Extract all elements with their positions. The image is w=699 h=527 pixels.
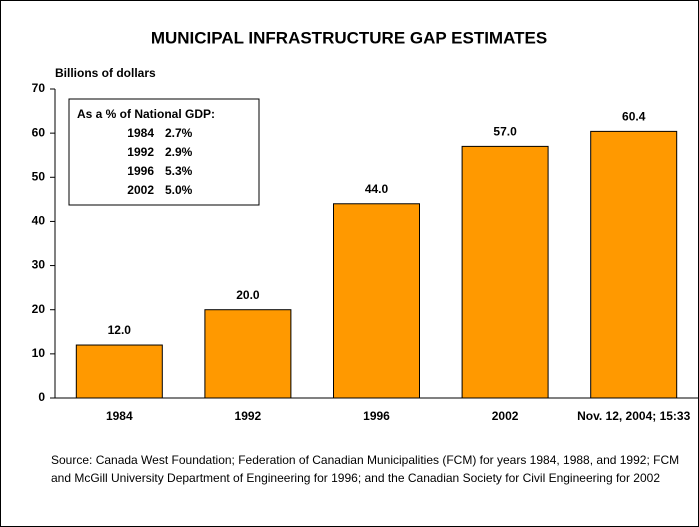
bar (204, 309, 292, 399)
y-tick-label: 0 (38, 390, 45, 404)
bar (75, 344, 163, 399)
y-tick-label: 30 (32, 258, 46, 272)
value-label: 20.0 (236, 288, 260, 302)
inset-value: 5.0% (165, 183, 193, 197)
inset-year: 2002 (127, 183, 154, 197)
x-tick-label: 1996 (363, 409, 390, 423)
value-label: 60.4 (622, 110, 646, 124)
value-label: 44.0 (365, 182, 389, 196)
inset-year: 1984 (127, 126, 154, 140)
y-tick-label: 50 (32, 169, 46, 183)
y-tick-label: 60 (32, 125, 46, 139)
bar (333, 203, 420, 399)
y-tick-label: 10 (32, 346, 46, 360)
x-tick-label: 1984 (105, 409, 133, 423)
x-tick-label: Nov. 12, 2004; 15:33 (577, 409, 691, 423)
inset-year: 1992 (127, 145, 154, 159)
y-tick-label: 40 (32, 214, 46, 228)
inset-year: 1996 (127, 164, 154, 178)
x-tick-label: 2002 (491, 409, 519, 423)
source-note: Source: Canada West Foundation; Federati… (51, 453, 680, 485)
inset-value: 2.7% (165, 126, 193, 140)
y-tick-label: 70 (32, 81, 46, 95)
value-label: 57.0 (493, 125, 517, 139)
inset-title: As a % of National GDP: (77, 107, 215, 121)
y-axis-label: Billions of dollars (55, 66, 156, 80)
inset-value: 2.9% (165, 145, 193, 159)
bar (590, 130, 678, 399)
inset-value: 5.3% (165, 164, 193, 178)
bar (461, 145, 549, 399)
chart-title: MUNICIPAL INFRASTRUCTURE GAP ESTIMATES (151, 28, 547, 47)
y-tick-label: 20 (32, 302, 46, 316)
value-label: 12.0 (108, 323, 132, 337)
inset-box (68, 98, 260, 206)
x-tick-label: 1992 (234, 409, 262, 423)
